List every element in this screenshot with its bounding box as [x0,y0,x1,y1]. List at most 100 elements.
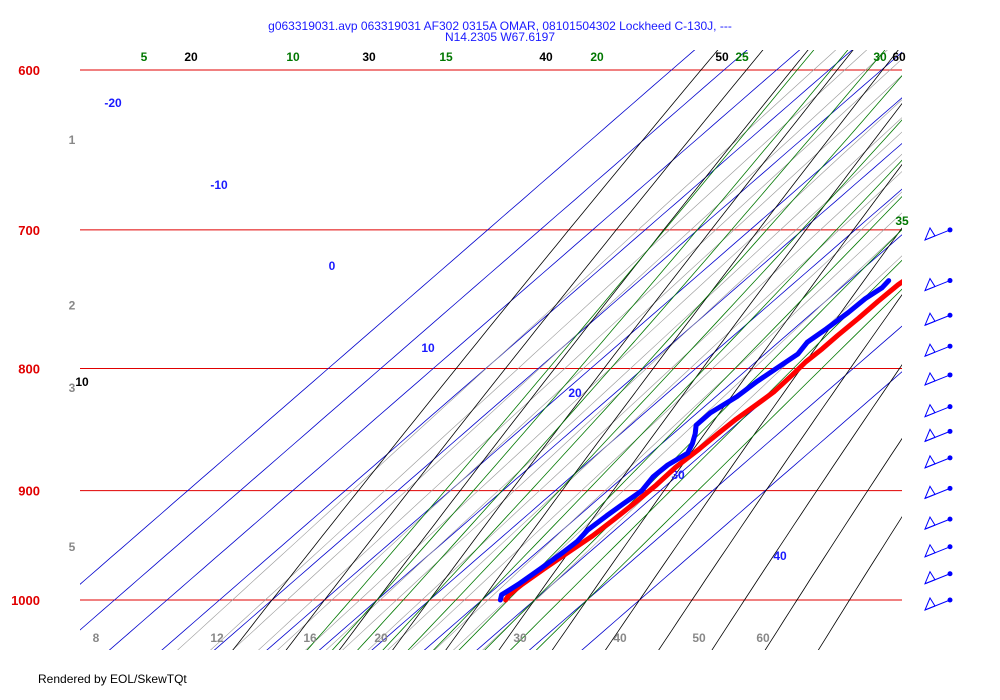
mixing-ratio-line [434,212,902,650]
dry-adiabat-line [498,102,902,650]
wind-barb [924,277,953,292]
moist-adiabat-line [407,119,902,650]
moist-adiabat-label: 25 [735,50,749,64]
isotherm-line [213,51,902,650]
footer-credit: Rendered by EOL/SkewTQt [38,672,187,686]
moist-adiabat-line [535,288,902,650]
wind-barb [924,543,953,558]
dry-adiabat-line [232,50,719,650]
dry-adiabat-label: 20 [184,50,198,64]
sounding-trace [503,278,902,603]
moist-adiabat-line [382,75,902,650]
height-label: 5 [69,540,76,554]
dry-adiabat-line [605,227,902,650]
moist-adiabat-label: 20 [590,50,604,64]
wind-barb [924,312,953,327]
isotherm-line [108,50,801,650]
mixing-ratio-line [387,171,902,650]
mixing-ratio-line [277,75,902,650]
wind-barb [924,516,953,531]
dry-adiabat-line [658,294,902,650]
mixing-ratio-line [410,191,902,650]
dry-adiabat-line [445,50,899,650]
dry-adiabat-label: 10 [75,375,89,389]
isotherm-line [266,97,902,650]
pressure-label: 600 [18,63,40,78]
moist-adiabat-line [458,196,902,650]
height-label: 2 [69,299,76,313]
wind-barb [924,226,953,241]
isotherm-line [371,188,902,650]
dry-adiabat-line [764,437,902,650]
isotherm-label: 20 [568,386,582,400]
isotherm-line [80,50,696,585]
moist-adiabat-label: 5 [141,50,148,64]
isotherm-line [318,142,902,650]
wind-barb [924,570,953,585]
dry-adiabat-line [711,364,902,650]
mixing-ratio-label: 8 [93,631,100,645]
wind-barb [924,343,953,358]
dry-adiabat-line [338,50,809,650]
dry-adiabat-line [817,516,902,650]
moist-adiabat-label: 35 [895,214,909,228]
mixing-ratio-line [305,99,902,650]
mixing-ratio-line [232,50,888,650]
chart-title: g063319031.avp 063319031 AF302 0315A OMA… [268,19,732,33]
isotherm-line [581,371,902,650]
mixing-ratio-label: 20 [374,631,388,645]
dry-adiabat-line [285,50,764,650]
isotherm-label: 0 [329,259,336,273]
wind-barb [924,371,953,386]
mixing-ratio-line [210,50,868,650]
pressure-label: 1000 [11,593,40,608]
mixing-ratio-line [367,153,902,650]
chart-subtitle: N14.2305 W67.6197 [445,30,555,44]
isotherm-line [80,50,748,631]
dry-adiabat-line [392,50,854,650]
dry-adiabat-label: 60 [892,50,906,64]
sounding-traces [497,227,970,603]
height-label: 1 [69,133,76,147]
wind-barb [924,403,953,418]
mixing-ratio-line [258,58,902,650]
dry-adiabat-line [551,163,902,650]
isotherm-label: 40 [773,549,787,563]
mixing-ratio-label: 40 [613,631,627,645]
dry-adiabat-label: 50 [715,50,729,64]
moist-adiabat-label: 15 [439,50,453,64]
isotherm-label: -10 [210,178,228,192]
pressure-label: 800 [18,361,40,376]
dry-adiabat-label: 40 [539,50,553,64]
moist-adiabat-line [433,159,902,650]
isotherm-label: -20 [104,96,122,110]
sounding-trace [497,278,892,603]
isotherm-line [161,50,853,650]
wind-barb [924,596,953,611]
wind-barb [924,428,953,443]
moist-adiabat-label: 10 [286,50,300,64]
isotherm-label: 30 [671,468,685,482]
mixing-ratio-line [482,255,902,650]
mixing-ratio-line [177,50,837,650]
isolated-point [965,227,970,232]
background-lines [80,50,902,650]
moist-adiabat-line [331,50,849,650]
mixing-ratio-line [325,117,902,650]
wind-barbs [924,226,953,611]
moist-adiabat-line [484,229,902,650]
mixing-ratio-line [453,229,902,650]
isotherm-label: 10 [421,341,435,355]
wind-barb [924,454,953,469]
pressure-label: 700 [18,223,40,238]
height-label: 3 [69,381,76,395]
mixing-ratio-label: 50 [692,631,706,645]
isotherm-line [528,325,902,650]
pressure-label: 900 [18,484,40,499]
mixing-ratio-label: 60 [756,631,770,645]
wind-barb [924,485,953,500]
moist-adiabat-line [306,50,815,650]
dry-adiabat-label: 30 [362,50,376,64]
